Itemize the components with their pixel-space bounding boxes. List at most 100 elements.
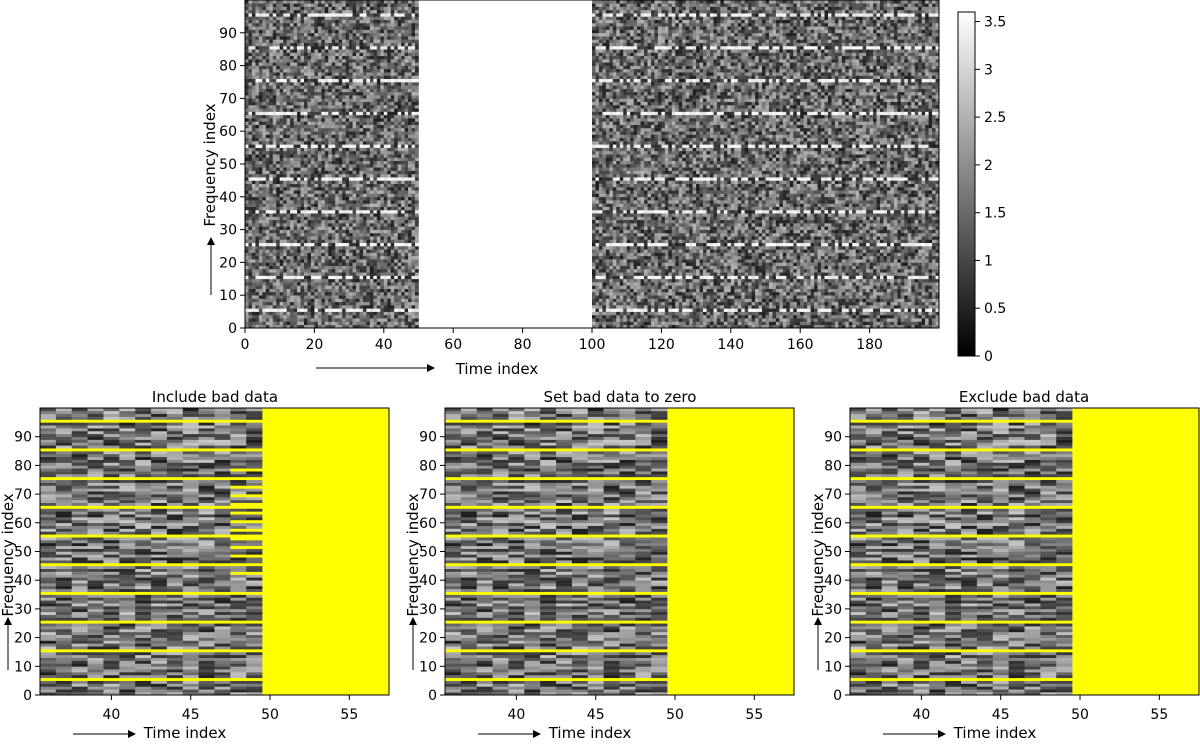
- main-heatmap-cell: [692, 291, 697, 296]
- main-heatmap-cell: [356, 226, 360, 230]
- main-heatmap-cell: [269, 321, 274, 326]
- main-heatmap-cell: [297, 262, 301, 266]
- main-heatmap-cell: [866, 229, 870, 234]
- main-heatmap-cell: [755, 246, 759, 250]
- main-heatmap-cell: [401, 239, 405, 244]
- main-heatmap-cell: [668, 259, 673, 263]
- main-heatmap-cell: [616, 262, 621, 266]
- main-heatmap-cell: [342, 278, 346, 283]
- main-heatmap-cell: [297, 298, 301, 303]
- main-heatmap-cell: [664, 262, 669, 266]
- main-heatmap-cell: [696, 324, 700, 329]
- main-heatmap-cell: [383, 262, 388, 266]
- main-heatmap-cell: [255, 236, 260, 240]
- main-heatmap-cell: [737, 324, 742, 329]
- main-heatmap-cell: [595, 229, 600, 234]
- main-heatmap-cell: [817, 252, 822, 257]
- main-heatmap-cell: [824, 242, 829, 247]
- main-heatmap-cell: [678, 305, 683, 309]
- main-heatmap-cell: [789, 223, 794, 227]
- main-heatmap-cell: [668, 236, 673, 240]
- main-heatmap-cell: [925, 275, 929, 280]
- main-heatmap-cell: [595, 298, 600, 303]
- main-heatmap-cell: [928, 265, 933, 270]
- main-heatmap-cell: [390, 236, 395, 240]
- main-heatmap-cell: [737, 311, 742, 316]
- main-heatmap-cell: [657, 259, 662, 263]
- main-heatmap-cell: [928, 288, 933, 293]
- main-heatmap-cell: [640, 272, 645, 276]
- main-heatmap-cell: [755, 321, 759, 326]
- main-heatmap-cell: [359, 308, 364, 312]
- main-heatmap-cell: [595, 275, 600, 280]
- main-heatmap-cell: [373, 259, 378, 263]
- main-heatmap-cell: [706, 232, 711, 237]
- main-heatmap-cell: [918, 311, 922, 316]
- main-heatmap-cell: [380, 265, 385, 270]
- main-heatmap-cell: [387, 219, 392, 224]
- main-heatmap-cell: [262, 229, 267, 234]
- main-heatmap-cell: [592, 275, 596, 280]
- main-heatmap-cell: [692, 295, 697, 299]
- main-heatmap-cell: [640, 223, 645, 227]
- main-heatmap-cell: [335, 272, 339, 276]
- main-heatmap-cell: [297, 216, 301, 221]
- main-heatmap-cell: [716, 265, 721, 270]
- main-heatmap-cell: [300, 278, 305, 283]
- main-heatmap-cell: [602, 318, 607, 322]
- main-heatmap-cell: [782, 236, 787, 240]
- main-heatmap-cell: [876, 229, 881, 234]
- main-heatmap-cell: [352, 318, 357, 322]
- main-heatmap-cell: [258, 236, 263, 240]
- main-heatmap-cell: [411, 259, 416, 263]
- main-heatmap-cell: [827, 259, 832, 263]
- main-heatmap-cell: [671, 242, 676, 247]
- main-heatmap-cell: [602, 301, 607, 306]
- main-heatmap-cell: [269, 318, 274, 322]
- main-heatmap-cell: [380, 324, 385, 329]
- main-heatmap-cell: [248, 301, 253, 306]
- main-heatmap-cell: [657, 285, 662, 289]
- main-heatmap-cell: [404, 301, 409, 306]
- main-heatmap-cell: [345, 305, 350, 309]
- main-heatmap-cell: [904, 229, 909, 234]
- main-heatmap-cell: [404, 236, 409, 240]
- main-heatmap-cell: [734, 249, 739, 253]
- main-heatmap-cell: [335, 216, 339, 221]
- main-heatmap-cell: [383, 272, 388, 276]
- main-heatmap-cell: [352, 226, 357, 230]
- main-heatmap-cell: [925, 285, 929, 289]
- main-heatmap-cell: [279, 275, 284, 280]
- main-heatmap-cell: [803, 278, 808, 283]
- main-heatmap-cell: [255, 275, 260, 280]
- main-heatmap-cell: [626, 291, 631, 296]
- main-heatmap-cell: [696, 239, 700, 244]
- main-heatmap-cell: [349, 262, 353, 266]
- main-heatmap-cell: [265, 219, 270, 224]
- main-heatmap-cell: [633, 232, 638, 237]
- main-heatmap-cell: [838, 314, 843, 319]
- main-heatmap-cell: [331, 239, 336, 244]
- main-heatmap-cell: [397, 255, 402, 260]
- main-heatmap-cell: [321, 295, 326, 299]
- main-heatmap-cell: [397, 298, 402, 303]
- main-heatmap-cell: [883, 291, 888, 296]
- main-heatmap-cell: [366, 275, 371, 280]
- main-heatmap-cell: [369, 252, 374, 257]
- main-heatmap-cell: [342, 262, 346, 266]
- main-heatmap-cell: [786, 308, 791, 312]
- main-heatmap-cell: [605, 242, 610, 247]
- main-heatmap-cell: [248, 232, 253, 237]
- main-heatmap-cell: [671, 219, 676, 224]
- main-heatmap-cell: [907, 249, 912, 253]
- main-heatmap-cell: [907, 282, 912, 286]
- main-heatmap-cell: [682, 301, 686, 306]
- main-heatmap-cell: [789, 265, 794, 270]
- main-heatmap-cell: [415, 252, 419, 257]
- main-heatmap-cell: [675, 223, 680, 227]
- main-heatmap-cell: [338, 291, 343, 296]
- main-heatmap-cell: [782, 275, 787, 280]
- main-heatmap-cell: [245, 324, 249, 329]
- main-heatmap-cell: [755, 275, 759, 280]
- main-heatmap-cell: [762, 275, 766, 280]
